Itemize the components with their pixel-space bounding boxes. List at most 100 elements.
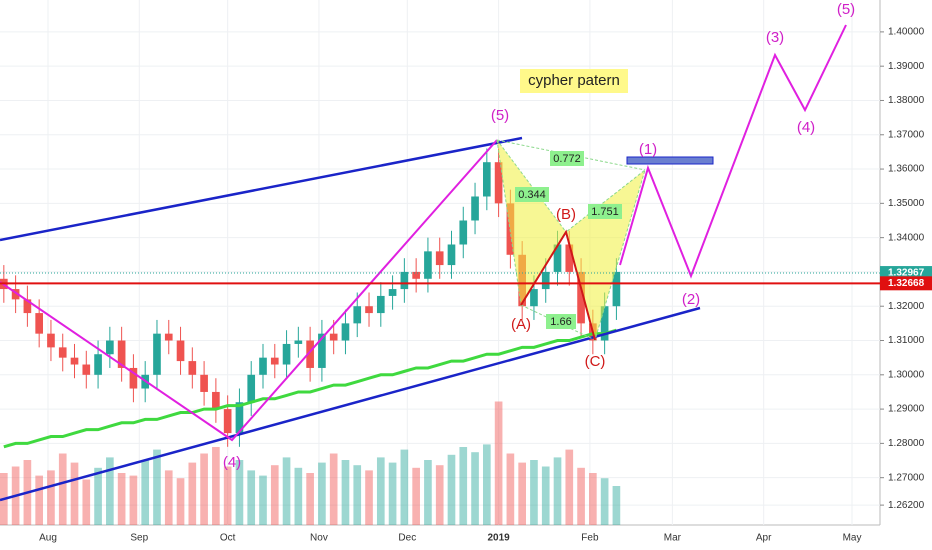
- candle-body: [471, 196, 479, 221]
- y-tick-label: 1.31000: [888, 335, 925, 346]
- wave-label: (4): [223, 454, 241, 471]
- volume-bar: [329, 453, 338, 525]
- volume-bar: [82, 479, 91, 525]
- volume-bar: [341, 460, 350, 525]
- candle-body: [494, 162, 503, 204]
- target-zone: [626, 156, 714, 165]
- ratio-label: 0.772: [553, 153, 581, 165]
- volume-bar: [153, 449, 161, 525]
- volume-bar: [223, 466, 232, 525]
- candle-body: [106, 340, 114, 355]
- volume-bar: [612, 486, 621, 525]
- x-tick-label: Oct: [220, 533, 236, 544]
- volume-bar: [506, 453, 515, 525]
- candle-body: [318, 333, 326, 368]
- volume-bar: [482, 444, 491, 525]
- x-tick-label: Dec: [398, 533, 416, 544]
- candle-body: [176, 340, 185, 362]
- candle-body: [259, 357, 267, 375]
- drawings: [0, 24, 847, 502]
- y-tick-label: 1.40000: [888, 27, 925, 38]
- y-tick-label: 1.37000: [888, 129, 925, 140]
- candle-body: [447, 244, 456, 266]
- volume-bar: [106, 457, 114, 525]
- volume-bar: [459, 447, 468, 525]
- y-tick-label: 1.35000: [888, 198, 925, 209]
- volume-bar: [247, 470, 256, 525]
- candle-body: [565, 244, 574, 272]
- candle-body: [530, 289, 538, 307]
- candle-body: [376, 295, 385, 314]
- channel-top: [0, 136, 523, 242]
- y-tick-label: 1.28000: [888, 438, 925, 449]
- volume-bar: [600, 478, 609, 525]
- price-tag-label: 1.32967: [888, 268, 925, 279]
- volume-bar: [58, 453, 67, 525]
- candle-body: [129, 367, 138, 389]
- volume-bar: [353, 465, 362, 525]
- y-tick-label: 1.39000: [888, 61, 925, 72]
- candle-body: [412, 271, 420, 279]
- candle-body: [282, 343, 291, 365]
- candle-body: [35, 313, 43, 334]
- volume-bar: [94, 467, 102, 525]
- ratio-label: 1.66: [550, 316, 571, 328]
- candle-body: [200, 374, 208, 392]
- pattern-xab: [496, 139, 567, 307]
- candle-body: [153, 333, 161, 375]
- x-tick-label: May: [843, 533, 862, 544]
- candle-body: [270, 357, 279, 365]
- wave-label: (2): [682, 291, 700, 308]
- volume-bar: [388, 462, 397, 525]
- candle-body: [482, 162, 491, 197]
- candle-body: [11, 289, 20, 300]
- volume-bar: [318, 462, 326, 525]
- projection: [619, 24, 847, 279]
- volume-bar: [412, 467, 420, 525]
- x-tick-label: Aug: [39, 533, 57, 544]
- candle-body: [58, 347, 67, 358]
- volume-bar: [259, 475, 267, 525]
- volume-bar: [435, 465, 444, 525]
- x-tick-label: Apr: [756, 533, 772, 544]
- ratio-box: [588, 204, 622, 219]
- y-tick-label: 1.32000: [888, 301, 925, 312]
- volume-bar: [35, 475, 43, 525]
- volume: [0, 401, 621, 525]
- candle-body: [600, 306, 609, 341]
- y-tick-label: 1.36000: [888, 164, 925, 175]
- candle-body: [553, 244, 562, 272]
- volume-bar: [200, 453, 208, 525]
- volume-bar: [518, 462, 526, 525]
- volume-bar: [47, 470, 55, 525]
- candle-body: [541, 271, 550, 290]
- volume-bar: [494, 401, 503, 525]
- abc-label: (B): [556, 206, 576, 223]
- wave-line: [0, 139, 498, 442]
- volume-bar: [447, 454, 456, 525]
- candle-body: [117, 340, 126, 368]
- volume-bar: [129, 475, 138, 525]
- candle-body: [164, 333, 173, 341]
- candle-body: [294, 340, 303, 344]
- candle-body: [365, 306, 373, 314]
- volume-bar: [294, 467, 303, 525]
- x-tick-label: Sep: [130, 533, 148, 544]
- volume-bar: [365, 470, 373, 525]
- y-tick-label: 1.38000: [888, 95, 925, 106]
- wave-label: (5): [491, 107, 509, 124]
- volume-bar: [541, 466, 550, 525]
- moving-average: [3, 328, 617, 449]
- candle-body: [188, 361, 197, 375]
- wave-label: (1): [639, 141, 657, 158]
- candle-body: [223, 409, 232, 434]
- y-tick-label: 1.26200: [888, 500, 925, 511]
- candle-body: [459, 220, 468, 245]
- candle-body: [577, 271, 585, 324]
- volume-bar: [235, 460, 244, 525]
- price-tag: [880, 276, 932, 291]
- wave-label: (4): [797, 119, 815, 136]
- candle-body: [47, 333, 55, 348]
